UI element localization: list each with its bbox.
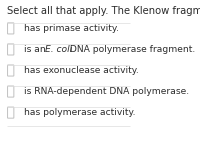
- FancyBboxPatch shape: [8, 86, 14, 97]
- Text: Select all that apply. The Klenow fragment:: Select all that apply. The Klenow fragme…: [7, 6, 200, 16]
- Text: is RNA-dependent DNA polymerase.: is RNA-dependent DNA polymerase.: [24, 87, 189, 96]
- Text: DNA polymerase fragment.: DNA polymerase fragment.: [67, 45, 196, 54]
- Text: has primase activity.: has primase activity.: [24, 24, 119, 33]
- FancyBboxPatch shape: [8, 23, 14, 34]
- Text: E. coli: E. coli: [45, 45, 72, 54]
- FancyBboxPatch shape: [8, 65, 14, 76]
- FancyBboxPatch shape: [8, 44, 14, 55]
- Text: is an: is an: [24, 45, 48, 54]
- Text: has polymerase activity.: has polymerase activity.: [24, 108, 135, 117]
- FancyBboxPatch shape: [8, 107, 14, 118]
- Text: has exonuclease activity.: has exonuclease activity.: [24, 66, 138, 75]
